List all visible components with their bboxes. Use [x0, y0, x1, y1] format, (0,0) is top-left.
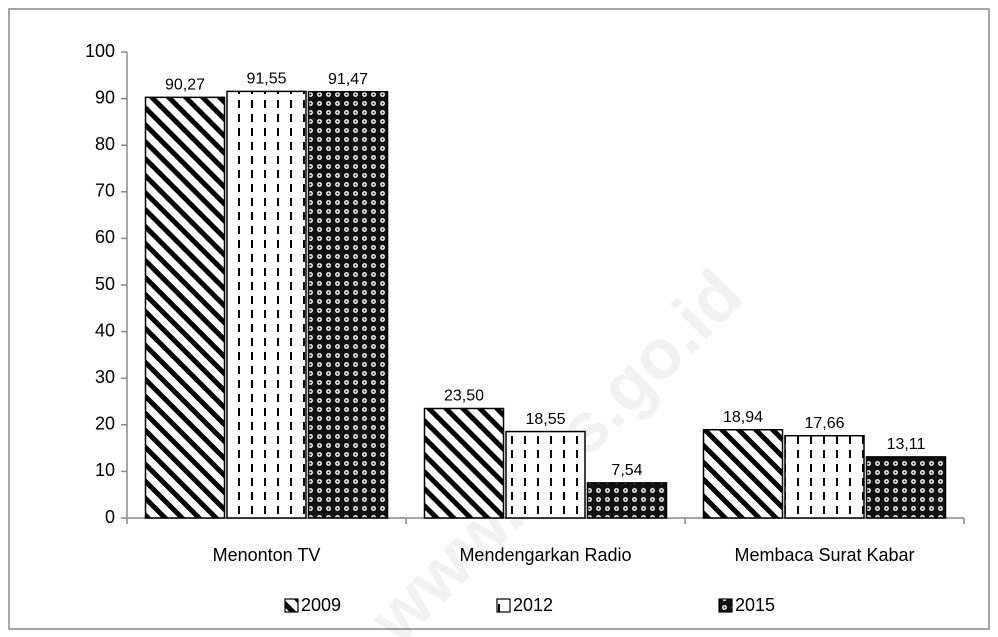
bar — [505, 430, 586, 519]
bar — [423, 407, 505, 519]
legend-swatch — [496, 598, 511, 613]
y-tick-label: 40 — [95, 320, 115, 340]
legend-label: 2009 — [301, 595, 341, 615]
legend-swatch — [718, 598, 733, 613]
value-label: 17,66 — [804, 415, 844, 432]
bar — [702, 428, 784, 519]
x-tick-label: Menonton TV — [213, 545, 321, 565]
y-tick-label: 0 — [105, 507, 115, 527]
chart-border — [8, 8, 990, 630]
value-label: 13,11 — [887, 436, 926, 453]
value-label: 7,54 — [611, 462, 642, 479]
y-tick-label: 20 — [95, 414, 115, 434]
y-tick-label: 100 — [85, 41, 115, 61]
y-tick-label: 60 — [95, 227, 115, 247]
bar — [865, 456, 947, 519]
y-tick-label: 70 — [95, 181, 115, 201]
legend-label: 2012 — [513, 595, 553, 615]
legend-swatch — [284, 598, 299, 613]
y-tick-label: 90 — [95, 87, 115, 107]
bar — [226, 90, 307, 519]
value-label: 90,27 — [165, 77, 205, 94]
bar — [144, 96, 226, 519]
value-label: 91,47 — [328, 71, 368, 88]
value-label: 18,55 — [525, 411, 565, 428]
value-label: 18,94 — [723, 409, 763, 426]
y-tick-label: 50 — [95, 274, 115, 294]
y-tick-label: 30 — [95, 367, 115, 387]
bar — [307, 90, 389, 519]
y-tick-label: 80 — [95, 134, 115, 154]
bar — [586, 482, 668, 519]
legend-label: 2015 — [735, 595, 775, 615]
value-label: 23,50 — [444, 388, 484, 405]
value-label: 91,55 — [246, 71, 286, 88]
x-tick-label: Mendengarkan Radio — [459, 545, 631, 565]
y-tick-label: 10 — [95, 460, 115, 480]
bar — [784, 434, 865, 519]
x-tick-label: Membaca Surat Kabar — [734, 545, 914, 565]
